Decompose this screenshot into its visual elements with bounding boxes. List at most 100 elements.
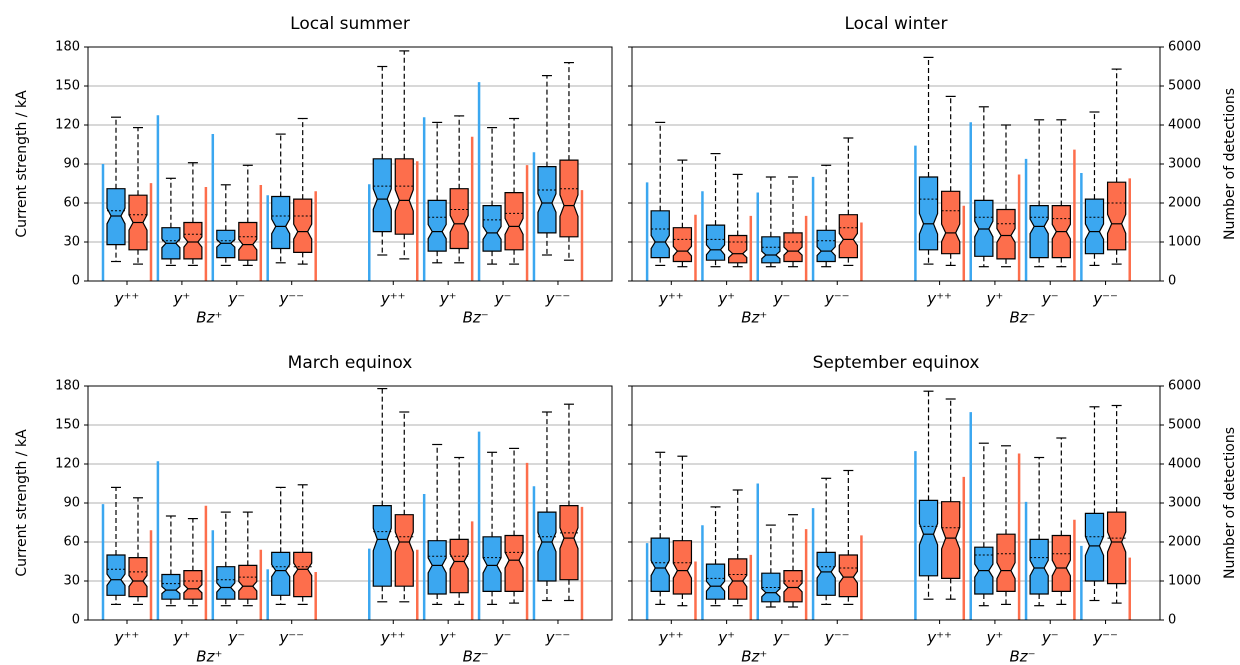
y2-tick-label: 0 — [1168, 274, 1176, 289]
y2-tick-label: 2000 — [1168, 196, 1201, 211]
group-label: Bz⁺ — [741, 648, 767, 665]
y2-tick-label: 3000 — [1168, 157, 1201, 172]
box — [918, 499, 939, 577]
box — [650, 210, 670, 259]
box — [838, 214, 859, 259]
box — [941, 190, 961, 255]
y2-tick-label: 0 — [1168, 613, 1176, 628]
plot-frame — [87, 46, 613, 282]
box — [783, 570, 803, 603]
panel-title: Local winter — [845, 14, 948, 34]
panel-title: March equinox — [288, 353, 413, 373]
box — [559, 505, 579, 581]
box — [482, 536, 502, 592]
x-tick-label: y⁻ — [1041, 629, 1059, 647]
box — [238, 564, 258, 600]
y-axis-label: Current strength / kA — [14, 429, 30, 577]
y2-tick-label: 6000 — [1168, 40, 1201, 55]
box — [996, 533, 1016, 592]
box — [216, 566, 236, 600]
box — [705, 224, 726, 261]
box — [1029, 538, 1049, 595]
y-tick-label: 180 — [55, 40, 80, 55]
box — [728, 558, 748, 600]
x-tick-label: y⁺ — [173, 290, 191, 308]
group-label: Bz⁺ — [196, 648, 222, 665]
box — [106, 188, 126, 246]
x-tick-label: y⁻⁻ — [824, 629, 850, 647]
y2-axis-label: Number of detections — [1222, 88, 1238, 240]
box — [183, 221, 203, 260]
group-label: Bz⁻ — [463, 648, 489, 665]
x-tick-label: y⁻ — [773, 629, 791, 647]
y-tick-label: 60 — [63, 196, 80, 211]
box — [974, 199, 994, 257]
panel-title: Local summer — [290, 14, 410, 34]
box — [372, 505, 392, 587]
y2-tick-label: 5000 — [1168, 79, 1201, 94]
box — [216, 229, 236, 259]
x-tick-label: y⁺⁺ — [114, 290, 140, 308]
plot-frame — [87, 385, 613, 621]
box — [482, 205, 502, 252]
box — [271, 551, 291, 596]
x-tick-label: y⁺ — [173, 629, 191, 647]
y2-tick-label: 1000 — [1168, 235, 1201, 250]
x-tick-label: y⁺ — [439, 629, 457, 647]
box — [537, 511, 557, 582]
box — [918, 176, 939, 251]
y2-tick-label: 5000 — [1168, 418, 1201, 433]
y2-tick-label: 1000 — [1168, 574, 1201, 589]
x-tick-label: y⁺⁺ — [380, 290, 406, 308]
box — [816, 551, 836, 596]
group-label: Bz⁻ — [1010, 648, 1036, 665]
y-tick-label: 150 — [55, 79, 80, 94]
box — [728, 234, 748, 264]
y-tick-label: 0 — [72, 613, 80, 628]
x-tick-label: y⁻⁻ — [1092, 629, 1118, 647]
box — [504, 534, 524, 592]
box — [1084, 512, 1105, 582]
x-tick-label: y⁺⁺ — [114, 629, 140, 647]
x-tick-label: y⁻ — [227, 290, 245, 308]
box — [1084, 198, 1105, 255]
x-tick-label: y⁺ — [717, 629, 735, 647]
group-label: Bz⁻ — [463, 309, 489, 327]
x-tick-label: y⁻ — [1041, 290, 1059, 308]
box — [238, 221, 258, 261]
box — [271, 195, 291, 250]
box — [372, 158, 392, 233]
y-tick-label: 60 — [63, 535, 80, 550]
x-tick-label: y⁻⁻ — [278, 290, 304, 308]
box — [996, 208, 1016, 260]
box — [559, 159, 579, 238]
x-tick-label: y⁺⁺ — [926, 629, 952, 647]
box — [650, 537, 670, 592]
box — [293, 551, 313, 598]
x-tick-label: y⁻⁻ — [545, 290, 571, 308]
y-tick-label: 120 — [55, 118, 80, 133]
x-tick-label: y⁻ — [494, 629, 512, 647]
x-tick-label: y⁺ — [717, 290, 735, 308]
plot-frame — [631, 46, 1161, 282]
y2-tick-label: 2000 — [1168, 535, 1201, 550]
group-label: Bz⁺ — [196, 309, 222, 327]
box — [504, 192, 524, 251]
y2-tick-label: 3000 — [1168, 496, 1201, 511]
box — [941, 501, 961, 579]
y-tick-label: 30 — [63, 235, 80, 250]
box — [427, 199, 447, 252]
x-tick-label: y⁻ — [773, 290, 791, 308]
y-tick-label: 90 — [63, 157, 80, 172]
x-tick-label: y⁻⁻ — [545, 629, 571, 647]
x-tick-label: y⁻⁻ — [278, 629, 304, 647]
box — [1106, 181, 1127, 251]
y2-axis-label: Number of detections — [1222, 427, 1238, 579]
box — [394, 514, 414, 587]
box — [672, 540, 693, 595]
panel-title: September equinox — [813, 353, 980, 373]
box — [705, 563, 726, 600]
y-tick-label: 90 — [63, 496, 80, 511]
group-label: Bz⁻ — [1010, 309, 1036, 327]
box — [1051, 534, 1071, 592]
